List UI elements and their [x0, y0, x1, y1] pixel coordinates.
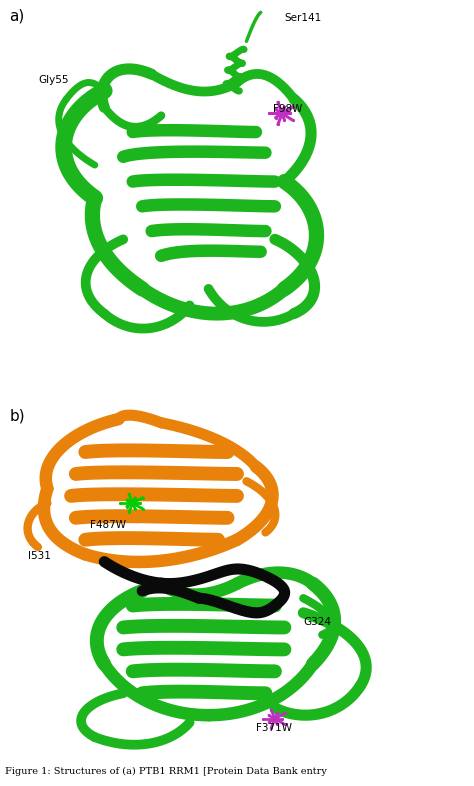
Text: I531: I531 — [28, 551, 51, 561]
Text: Figure 1: Structures of (a) PTB1 RRM1 [Protein Data Bank entry: Figure 1: Structures of (a) PTB1 RRM1 [P… — [5, 767, 327, 777]
Text: a): a) — [9, 8, 25, 24]
Text: b): b) — [9, 408, 25, 423]
Text: F371W: F371W — [256, 723, 292, 733]
Text: Ser141: Ser141 — [284, 13, 322, 23]
Text: F487W: F487W — [90, 520, 126, 530]
Text: G324: G324 — [303, 617, 331, 627]
Text: F98W: F98W — [273, 105, 302, 114]
Text: Gly55: Gly55 — [38, 75, 68, 86]
